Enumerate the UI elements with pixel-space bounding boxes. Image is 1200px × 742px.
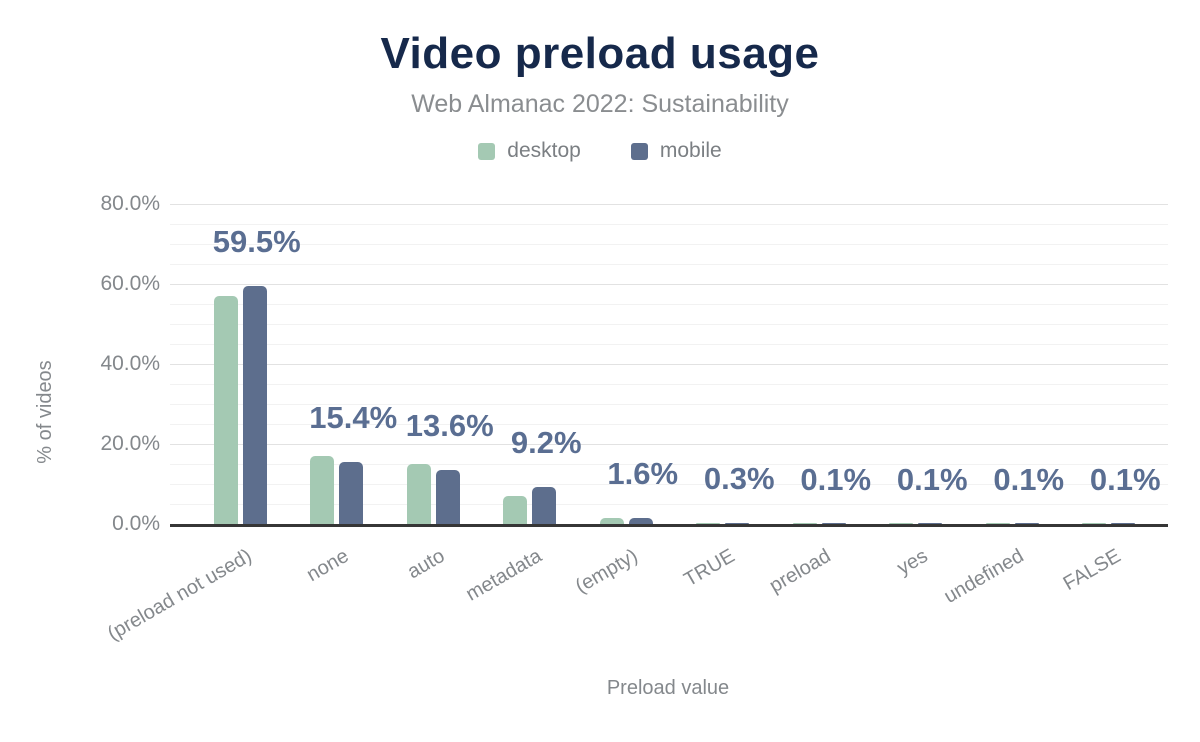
bar-desktop-undefined [985, 522, 1010, 524]
major-gridline [170, 444, 1168, 445]
desktop-swatch-icon [478, 142, 496, 160]
major-gridline [170, 364, 1168, 365]
bar-mobile--preload-not-used- [242, 286, 267, 524]
bar-desktop-true [696, 522, 721, 524]
bar-mobile-yes [918, 522, 943, 524]
bar-mobile-true [725, 522, 750, 524]
minor-gridline [170, 304, 1168, 305]
minor-gridline [170, 404, 1168, 405]
minor-gridline [170, 504, 1168, 505]
y-tick-label: 80.0% [100, 192, 160, 215]
data-label-true: 0.3% [703, 460, 775, 496]
data-label-preload: 0.1% [800, 461, 872, 497]
y-tick-label: 40.0% [100, 352, 160, 375]
data-label-auto: 13.6% [405, 407, 494, 443]
y-tick-label: 0.0% [112, 512, 160, 535]
legend-label-mobile: mobile [659, 139, 722, 162]
legend-item-mobile: mobile [630, 139, 722, 163]
data-label-false: 0.1% [1089, 461, 1161, 497]
legend: desktop mobile [0, 139, 1200, 163]
bar-mobile--empty- [628, 517, 653, 524]
minor-gridline [170, 484, 1168, 485]
data-label-undefined: 0.1% [993, 461, 1065, 497]
minor-gridline [170, 264, 1168, 265]
minor-gridline [170, 224, 1168, 225]
major-gridline [170, 204, 1168, 205]
major-gridline [170, 284, 1168, 285]
minor-gridline [170, 344, 1168, 345]
legend-item-desktop: desktop [478, 139, 581, 163]
bar-mobile-undefined [1014, 522, 1039, 524]
bar-mobile-false [1111, 522, 1136, 524]
minor-gridline [170, 244, 1168, 245]
data-label--empty-: 1.6% [607, 455, 679, 491]
bar-mobile-none [339, 462, 364, 524]
legend-label-desktop: desktop [507, 139, 581, 162]
data-label-metadata: 9.2% [510, 425, 582, 461]
bar-desktop-metadata [503, 496, 528, 524]
y-axis-title: % of videos [34, 360, 56, 464]
bar-desktop-yes [889, 522, 914, 524]
bar-desktop--preload-not-used- [213, 296, 238, 524]
plot-area: 59.5% 15.4% 13.6% 9.2% 1.6% 0.3% 0.1% 0.1% 0.1% 0… [170, 204, 1168, 527]
chart-subtitle: Web Almanac 2022: Sustainability [411, 90, 789, 118]
data-label-yes: 0.1% [896, 461, 968, 497]
y-tick-label: 20.0% [100, 432, 160, 455]
chart-title: Video preload usage [380, 29, 820, 78]
bar-desktop-preload [792, 522, 817, 524]
mobile-swatch-icon [630, 142, 648, 160]
bar-mobile-metadata [532, 487, 557, 524]
bar-desktop-none [310, 456, 335, 524]
minor-gridline [170, 464, 1168, 465]
data-label-none: 15.4% [309, 400, 398, 436]
bar-desktop--empty- [599, 518, 624, 524]
bar-desktop-false [1082, 522, 1107, 524]
bar-desktop-auto [406, 464, 431, 524]
data-label--preload-not-used-: 59.5% [212, 224, 301, 259]
minor-gridline [170, 424, 1168, 425]
bar-mobile-preload [821, 522, 846, 524]
bar-mobile-auto [435, 469, 460, 524]
minor-gridline [170, 384, 1168, 385]
y-tick-label: 60.0% [100, 272, 160, 295]
minor-gridline [170, 324, 1168, 325]
x-axis-title: Preload value [606, 677, 730, 699]
